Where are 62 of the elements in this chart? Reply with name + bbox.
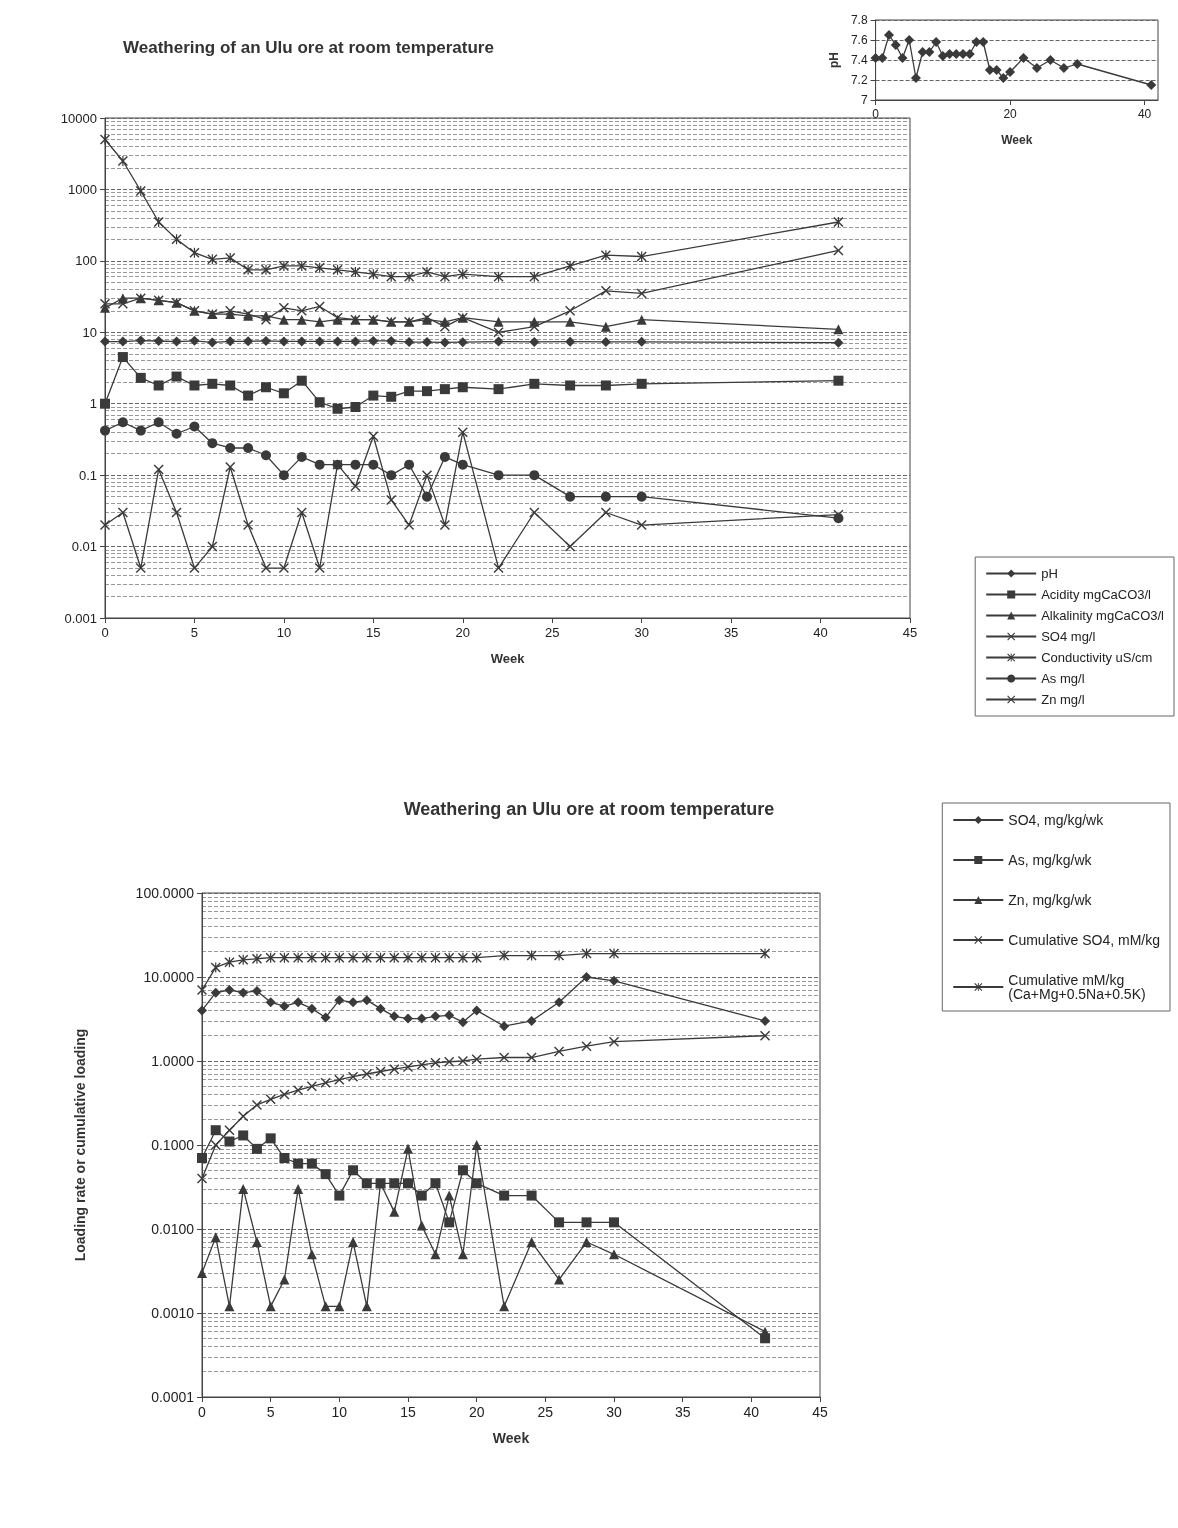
- y-tick-label: 0.001: [64, 610, 97, 626]
- x-tick-label: 45: [902, 625, 918, 640]
- legend-label: SO4 mg/l: [1041, 629, 1096, 644]
- x-tick-label: 35: [723, 625, 739, 640]
- x-tick-label: 25: [537, 1404, 554, 1420]
- legend-label: As mg/l: [1041, 671, 1085, 686]
- legend-label: Alkalinity mgCaCO3/l: [1041, 608, 1165, 623]
- x-axis-title: Week: [1001, 133, 1033, 147]
- y-tick-label: 1: [89, 396, 97, 412]
- x-tick-label: 25: [544, 625, 560, 640]
- x-tick-label: 5: [266, 1404, 275, 1420]
- chart-title: Weathering an Ulu ore at room temperature: [403, 799, 775, 819]
- x-tick-label: 40: [813, 625, 828, 640]
- x-tick-label: 10: [276, 625, 292, 640]
- y-tick-label: 0.1: [78, 467, 97, 483]
- x-tick-label: 35: [674, 1404, 691, 1420]
- legend-label: SO4, mg/kg/wk: [1008, 812, 1105, 828]
- x-tick-label: 30: [606, 1404, 622, 1420]
- y-tick-label: 0.0100: [151, 1221, 195, 1237]
- chart-title: Weathering of an Ulu ore at room temperature: [123, 38, 494, 57]
- legend-label: Zn mg/l: [1041, 692, 1085, 707]
- x-tick-label: 0: [101, 625, 109, 640]
- legend-label: Acidity mgCaCO3/l: [1041, 587, 1152, 602]
- x-tick-label: 15: [400, 1404, 416, 1420]
- y-tick-label: 0.0010: [151, 1305, 195, 1321]
- y-tick-label: 10.0000: [143, 969, 195, 985]
- y-tick-label: 7: [860, 93, 868, 107]
- legend-label: Conductivity uS/cm: [1041, 650, 1153, 665]
- y-tick-label: 7.6: [850, 33, 868, 47]
- x-tick-label: 45: [812, 1404, 828, 1420]
- y-axis-title: Loading rate or cumulative loading: [72, 1028, 88, 1262]
- x-tick-label: 20: [468, 1404, 485, 1420]
- x-axis-title: Week: [490, 651, 526, 666]
- x-tick-label: 0: [872, 107, 880, 121]
- x-tick-label: 10: [331, 1404, 348, 1420]
- y-tick-label: 0.01: [71, 539, 97, 555]
- legend-label: Zn, mg/kg/wk: [1008, 892, 1093, 908]
- legend-label: Cumulative SO4, mM/kg: [1008, 932, 1161, 948]
- legend-label: Cumulative mM/kg (Ca+Mg+0.5Na+0.5K): [1008, 972, 1146, 1002]
- legend-label: As, mg/kg/wk: [1008, 852, 1093, 868]
- y-tick-label: 10: [82, 324, 97, 340]
- legend-label: pH: [1041, 566, 1058, 581]
- y-tick-label: 1.0000: [151, 1053, 195, 1069]
- y-tick-label: 7.4: [850, 53, 868, 67]
- x-tick-label: 5: [190, 625, 199, 640]
- y-tick-label: 7.2: [850, 73, 868, 87]
- x-tick-label: 15: [366, 625, 381, 640]
- y-tick-label: 0.0001: [151, 1389, 195, 1405]
- y-tick-label: 10000: [60, 110, 97, 126]
- x-tick-label: 0: [198, 1404, 207, 1420]
- y-tick-label: 100.0000: [135, 885, 195, 901]
- x-tick-label: 40: [743, 1404, 760, 1420]
- x-tick-label: 20: [1003, 107, 1018, 121]
- y-tick-label: 7.8: [850, 13, 868, 27]
- y-axis-title: pH: [827, 52, 841, 68]
- y-tick-label: 0.1000: [151, 1137, 195, 1153]
- y-tick-label: 100: [75, 253, 97, 269]
- x-tick-label: 20: [455, 625, 471, 640]
- y-tick-label: 1000: [68, 181, 97, 197]
- x-axis-title: Week: [492, 1430, 530, 1446]
- x-tick-label: 40: [1137, 107, 1152, 121]
- x-tick-label: 30: [634, 625, 649, 640]
